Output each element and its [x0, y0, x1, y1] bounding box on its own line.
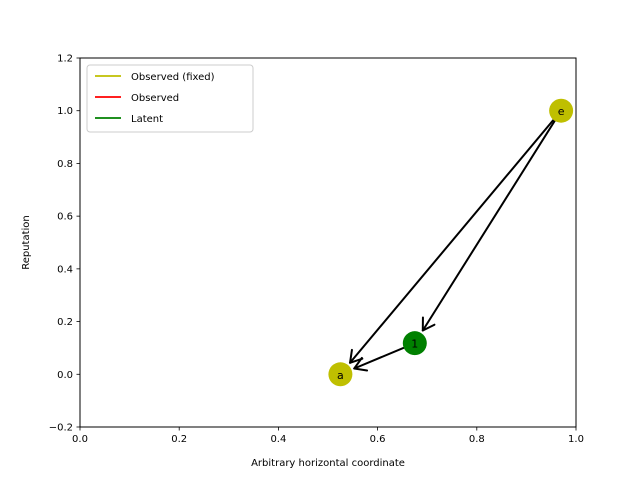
node-marker [402, 331, 427, 356]
y-tick-label: 0.6 [57, 212, 73, 223]
node-label: 1 [411, 338, 418, 351]
nodes-layer: e 1 a [328, 98, 574, 387]
x-tick-label: 1.0 [568, 434, 584, 445]
legend-box [86, 64, 254, 133]
y-tick-label: 0.0 [57, 370, 73, 381]
node-marker [328, 362, 353, 387]
y-tick-label: 0.4 [57, 264, 73, 275]
node-a: a [328, 362, 353, 387]
legend: Observed (fixed) Observed Latent [86, 64, 254, 133]
y-axis-label: Reputation [21, 215, 32, 270]
edge-arrowhead [421, 316, 436, 332]
y-tick-label: 0.8 [57, 159, 73, 170]
legend-label: Latent [131, 114, 163, 125]
edge-arrowhead [349, 348, 364, 364]
edge-e-to-a [349, 109, 563, 364]
edge-e-to-1 [421, 109, 563, 332]
edge-line [349, 109, 563, 364]
x-tick-label: 0.0 [72, 434, 88, 445]
edge-arrowhead [353, 356, 369, 372]
x-tick-label: 0.2 [171, 434, 187, 445]
edge-line [421, 109, 563, 332]
node-1: 1 [402, 331, 427, 356]
legend-entry: Observed (fixed) [95, 72, 215, 83]
y-tick-label: 1.0 [57, 106, 73, 117]
node-label: e [558, 105, 565, 118]
y-tick-label: −0.2 [49, 423, 73, 434]
node-e: e [549, 98, 574, 123]
x-tick-label: 0.4 [270, 434, 286, 445]
x-tick-label: 0.8 [469, 434, 485, 445]
legend-entry: Latent [95, 114, 163, 125]
edges-layer [349, 109, 563, 372]
legend-entry: Observed [95, 93, 179, 104]
y-tick-label: 1.2 [57, 54, 73, 65]
x-axis-label: Arbitrary horizontal coordinate [251, 458, 405, 469]
legend-label: Observed [131, 93, 179, 104]
legend-label: Observed (fixed) [131, 72, 215, 83]
ticks-layer: 0.0 0.2 0.4 0.6 0.8 1.0−0.20.00.20.40.60.81.0… [49, 54, 584, 446]
node-marker [549, 98, 574, 123]
plot-frame [79, 57, 577, 428]
node-label: a [337, 369, 344, 382]
y-tick-label: 0.2 [57, 317, 73, 328]
x-tick-label: 0.6 [370, 434, 386, 445]
